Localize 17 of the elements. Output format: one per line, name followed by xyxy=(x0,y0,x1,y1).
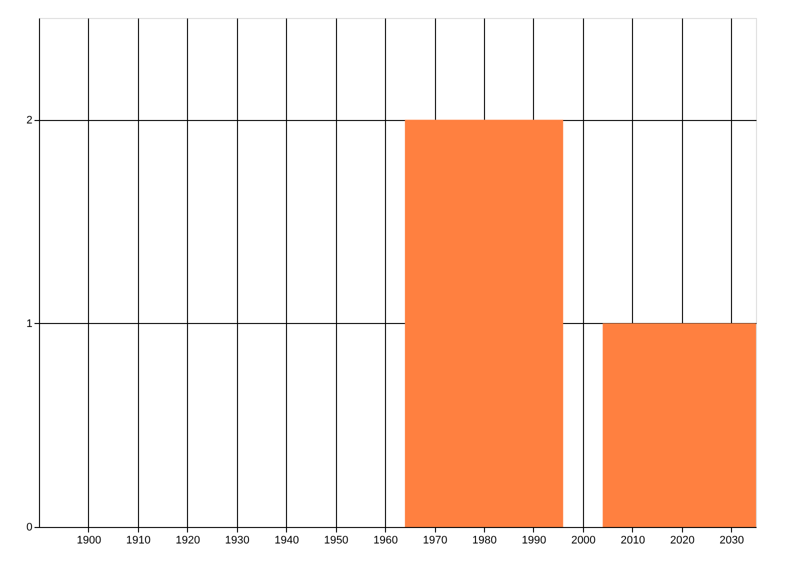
x-tick-label: 1960 xyxy=(373,534,398,546)
x-tick-label: 1980 xyxy=(472,534,497,546)
x-tick-label: 1940 xyxy=(274,534,299,546)
x-tick-label: 2000 xyxy=(571,534,596,546)
y-tick-label: 1 xyxy=(26,318,32,330)
x-tick-label: 2030 xyxy=(720,534,744,546)
x-tick-label: 1970 xyxy=(422,534,448,546)
y-tick-label: 2 xyxy=(26,114,32,126)
x-tick-label: 2020 xyxy=(670,534,695,546)
y-tick-label: 0 xyxy=(26,522,32,534)
x-tick-label: 1900 xyxy=(76,534,102,546)
x-tick-label: 1920 xyxy=(176,534,200,546)
x-tick-label: 2010 xyxy=(620,534,646,546)
x-tick-label: 1910 xyxy=(126,534,151,546)
x-tick-label: 1950 xyxy=(324,534,348,546)
x-tick-label: 1990 xyxy=(522,534,546,546)
x-tick-label: 1930 xyxy=(225,534,250,546)
